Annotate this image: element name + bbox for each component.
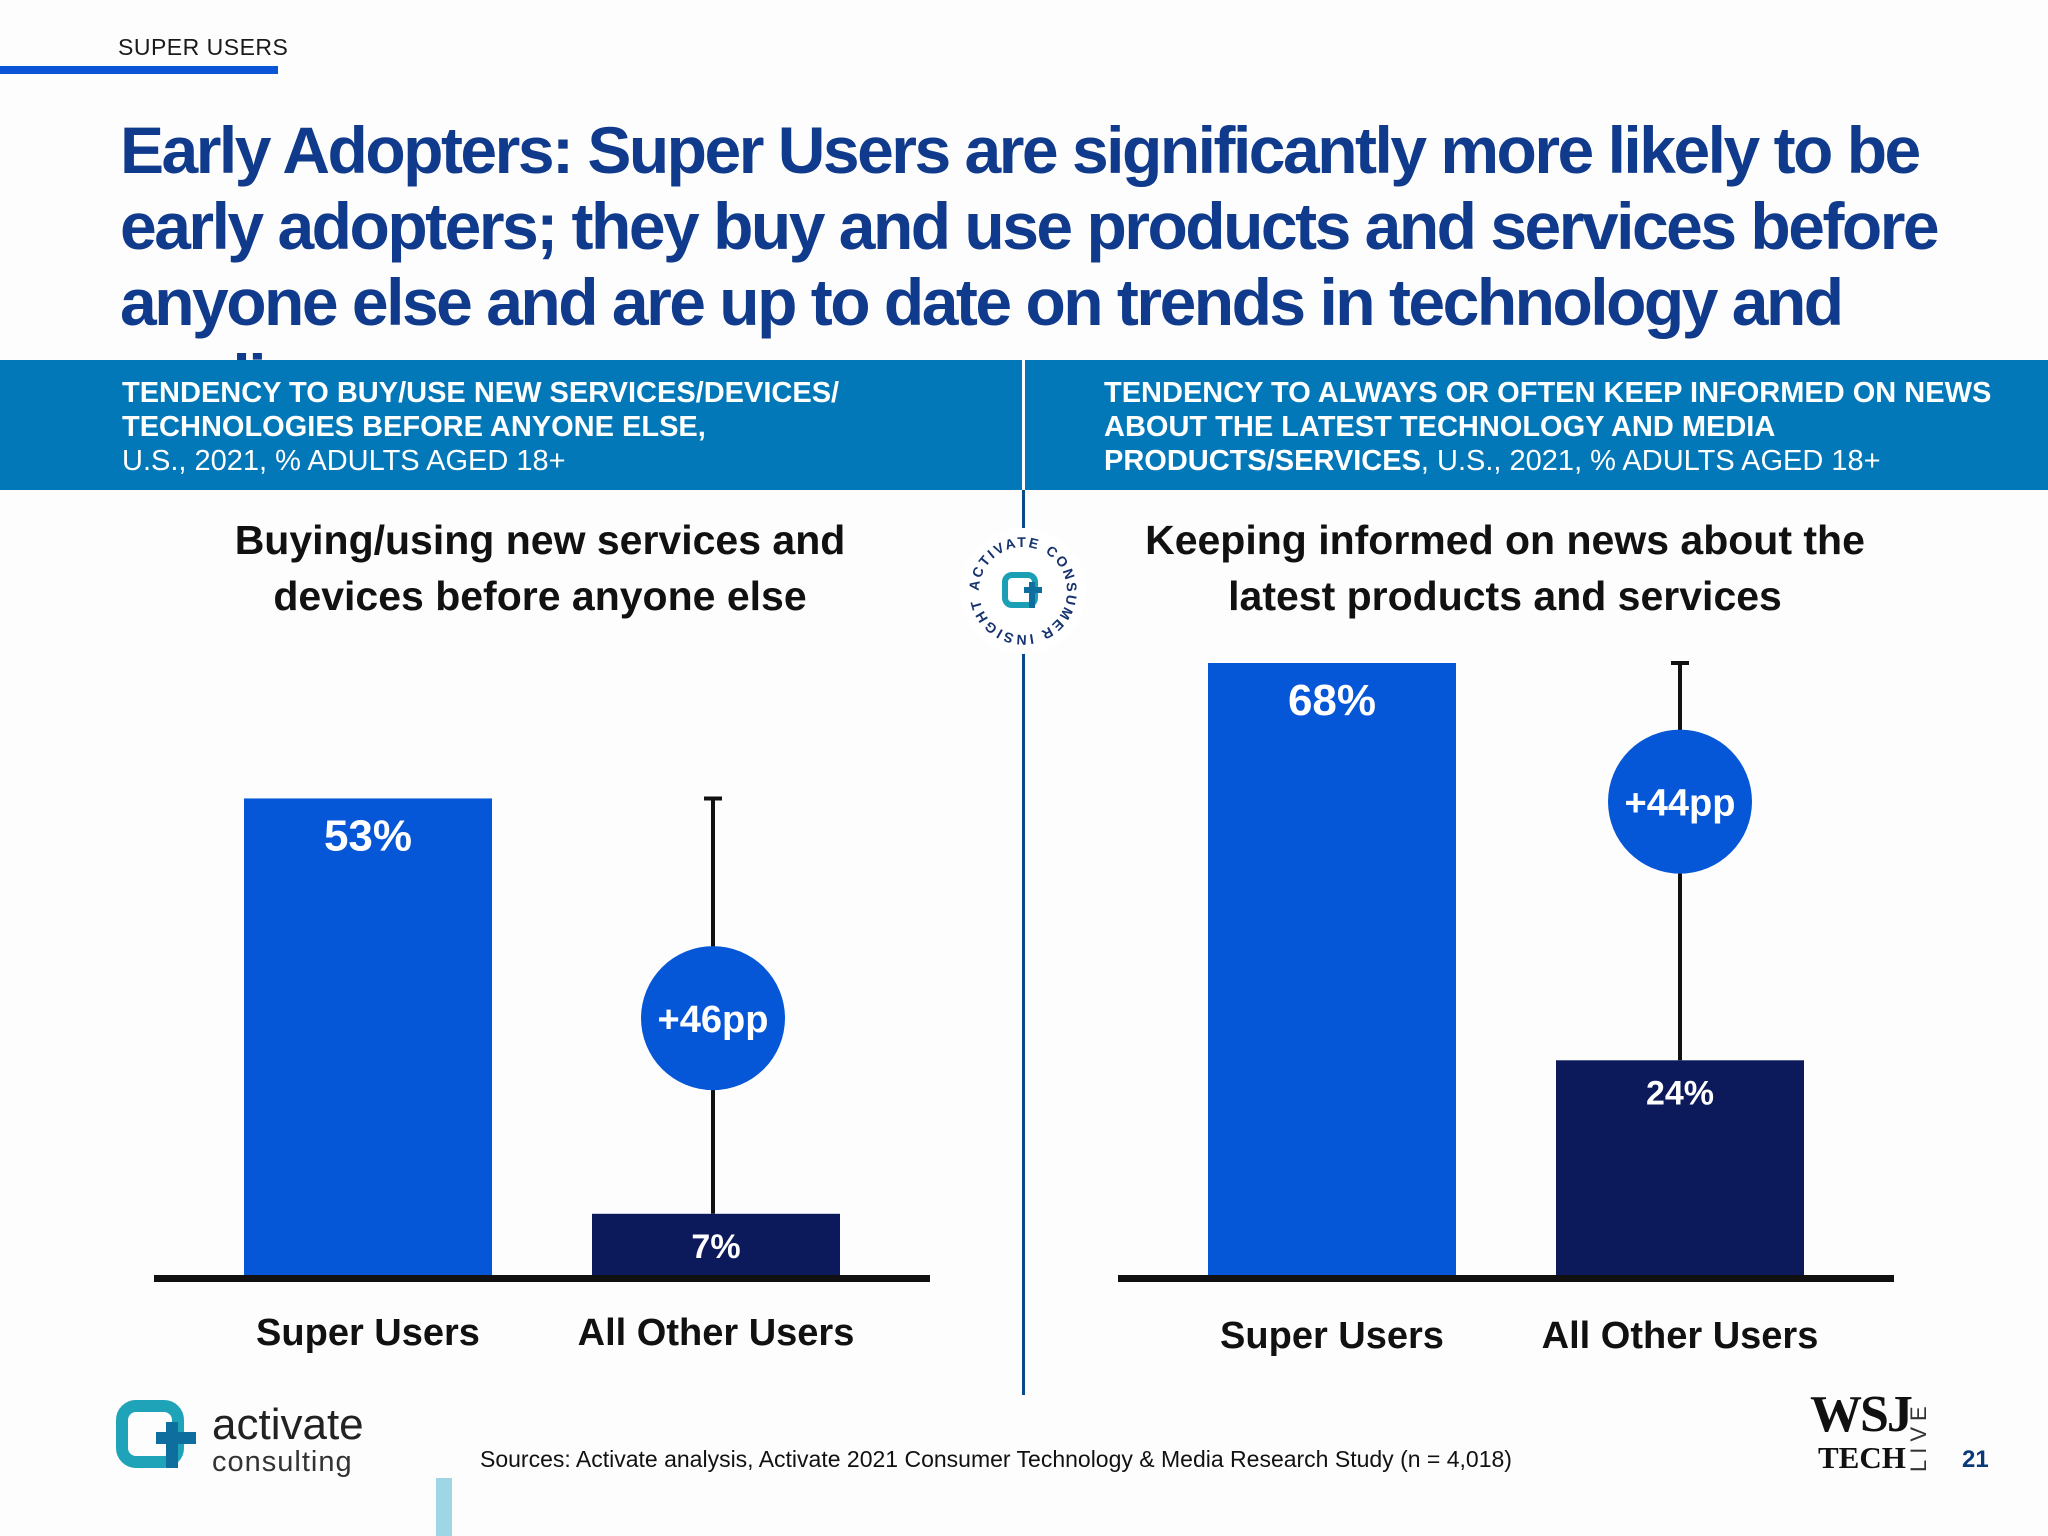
- x-axis-line: [1118, 1275, 1894, 1282]
- section-tag: SUPER USERS: [118, 34, 289, 60]
- left-description-bold: TENDENCY TO BUY/USE NEW SERVICES/DEVICES…: [122, 377, 840, 443]
- bar-value-label: 53%: [324, 811, 412, 860]
- right-description-regular: , U.S., 2021, % ADULTS AGED 18+: [1420, 445, 1881, 477]
- right-chart-description: TENDENCY TO ALWAYS OR OFTEN KEEP INFORME…: [1104, 376, 2024, 478]
- consumer-insight-seal: ACTIVATE CONSUMER INSIGHT: [960, 528, 1086, 654]
- difference-circle: [1608, 729, 1752, 874]
- center-divider: [1022, 490, 1025, 1395]
- activate-logo-icon: [116, 1400, 196, 1468]
- bar-all-other-users: [592, 1213, 840, 1277]
- section-underline: [0, 66, 278, 74]
- sources-note: Sources: Activate analysis, Activate 202…: [480, 1446, 1512, 1472]
- bar-super-users: [244, 798, 492, 1277]
- left-description-regular: U.S., 2021, % ADULTS AGED 18+: [122, 445, 566, 477]
- x-axis-line: [154, 1275, 930, 1282]
- difference-label: +44pp: [1625, 783, 1736, 825]
- page-number: 21: [1962, 1446, 1989, 1473]
- bar-value-label: 68%: [1288, 676, 1376, 725]
- wsj-live-text: LIVE: [1906, 1400, 1931, 1472]
- logo-wordmark: activate: [212, 1400, 364, 1449]
- left-chart-description: TENDENCY TO BUY/USE NEW SERVICES/DEVICES…: [122, 376, 1002, 478]
- difference-label: +46pp: [658, 999, 769, 1041]
- logo-subtitle: consulting: [212, 1446, 353, 1478]
- right-description-bold: TENDENCY TO ALWAYS OR OFTEN KEEP INFORME…: [1104, 377, 1992, 477]
- bar-super-users: [1208, 663, 1456, 1277]
- wsj-live-label: LIVE: [1906, 1400, 1931, 1472]
- right-chart-title: Keeping informed on news about the lates…: [1145, 517, 1865, 619]
- wsj-tech-label: TECH: [1818, 1440, 1906, 1475]
- footer-accent-bar: [436, 1478, 452, 1536]
- category-label: All Other Users: [1542, 1315, 1819, 1357]
- bar-value-label: 7%: [691, 1228, 740, 1266]
- left-bar-chart: 53% Super Users 7% All Other Users +46pp: [154, 796, 930, 1354]
- wsj-logo: WSJ: [1810, 1386, 1913, 1443]
- right-bar-chart: 68% Super Users 24% All Other Users +44pp: [1118, 661, 1894, 1357]
- category-label: Super Users: [1220, 1315, 1444, 1357]
- category-label: Super Users: [256, 1312, 480, 1354]
- category-label: All Other Users: [578, 1312, 855, 1354]
- left-chart-title: Buying/using new services and devices be…: [234, 517, 846, 619]
- difference-circle: [641, 946, 785, 1091]
- bar-all-other-users: [1556, 1060, 1804, 1277]
- bar-value-label: 24%: [1646, 1074, 1714, 1112]
- band-divider: [1022, 360, 1025, 490]
